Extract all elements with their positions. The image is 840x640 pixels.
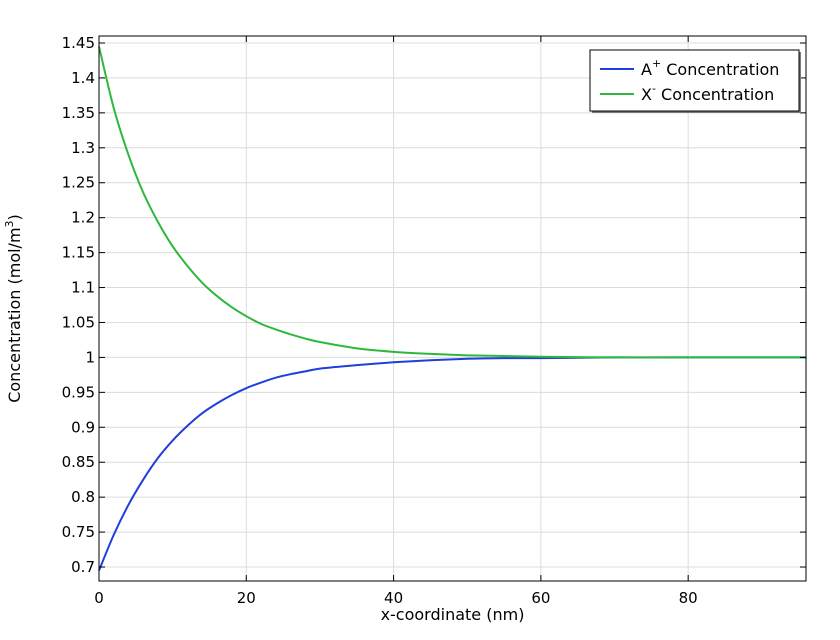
legend-label-x-minus-rest: Concentration [656,85,774,104]
y-tick-label: 0.85 [62,453,95,471]
series-line-a-plus [98,356,806,571]
legend-label-a-plus-rest: Concentration [661,60,779,79]
legend-label-x-minus-base: X [641,85,652,104]
x-tick-label: 60 [531,589,550,607]
y-axis-title-superscript: 3 [3,220,16,227]
y-tick-label: 1.05 [62,313,95,331]
y-tick-label: 0.8 [71,488,95,506]
y-axis-title-end: ) [5,214,24,220]
y-tick-label: 0.95 [62,383,95,401]
y-tick-label: 1.4 [71,69,95,87]
y-tick-label: 1.35 [62,104,95,122]
legend-label-x-minus-superscript: - [652,82,656,95]
series-lines [98,46,806,571]
y-tick-label: 1.2 [71,209,95,227]
plot-area-frame [98,35,807,582]
grid-lines [98,36,806,581]
y-tick-label: 1.15 [62,244,95,262]
y-tick-label: 0.7 [71,558,95,576]
y-tick-label: 1.45 [62,34,95,52]
y-axis-title: Concentration (mol/m3) [3,214,24,403]
legend-label-a-plus-base: A [641,60,652,79]
x-tick-label: 20 [237,589,256,607]
legend: A+ Concentration X- Concentration [589,49,801,113]
x-tick-label: 80 [679,589,698,607]
legend-label-a-plus: A+ Concentration [641,57,779,79]
y-tick-label: 1.25 [62,174,95,192]
y-tick-label: 0.9 [71,418,95,436]
y-axis-title-main: Concentration (mol/m [5,227,24,402]
series-line-x-minus [98,46,806,359]
y-tick-label: 1 [85,348,95,366]
x-axis-title: x-coordinate (nm) [381,605,525,624]
y-tick-label: 1.3 [71,139,95,157]
y-tick-label: 0.75 [62,523,95,541]
axis-ticks: 0 20 40 60 80 0.7 0.75 0.8 0.85 0.9 0.95 1 1.05 1.1 1.… [62,34,806,607]
legend-box [589,49,800,112]
legend-label-a-plus-superscript: + [652,57,661,70]
legend-label-x-minus: X- Concentration [641,82,774,104]
x-tick-label: 0 [94,589,104,607]
y-tick-label: 1.1 [71,279,95,297]
x-tick-label: 40 [384,589,403,607]
